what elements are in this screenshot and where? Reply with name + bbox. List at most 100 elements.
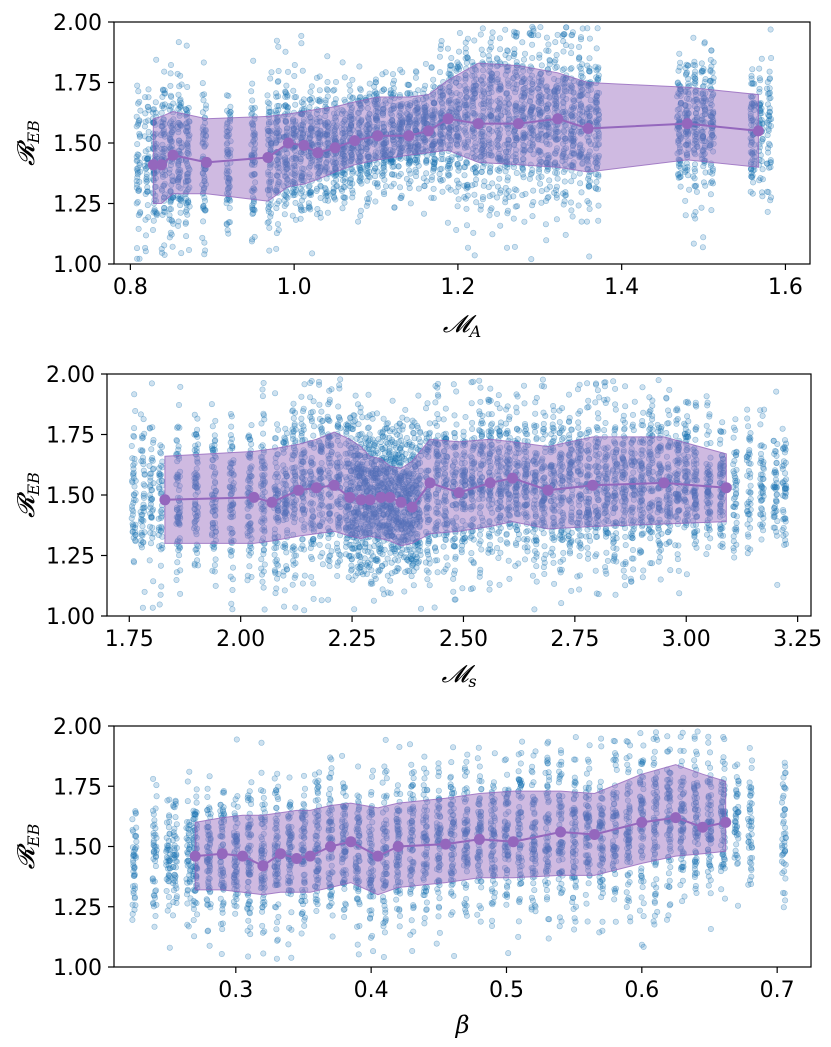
scatter-point — [292, 155, 299, 162]
scatter-point — [325, 125, 332, 132]
scatter-point — [341, 199, 348, 206]
scatter-point — [251, 171, 258, 178]
scatter-point — [134, 157, 141, 164]
scatter-point — [281, 603, 288, 610]
scatter-point — [251, 233, 258, 240]
scatter-point — [134, 171, 141, 178]
scatter-point — [301, 381, 308, 388]
scatter-point — [170, 220, 177, 227]
scatter-point — [140, 481, 147, 488]
scatter-point — [175, 167, 182, 174]
scatter-point — [568, 43, 575, 50]
scatter-point — [260, 568, 267, 575]
scatter-point — [477, 206, 484, 213]
scatter-point — [594, 25, 601, 32]
scatter-point — [300, 165, 307, 172]
scatter-point — [160, 173, 167, 180]
scatter-point — [249, 106, 256, 113]
scatter-point — [298, 207, 305, 214]
scatter-point — [347, 129, 354, 136]
y-tick-label: 1.75 — [53, 72, 102, 97]
scatter-point — [194, 557, 201, 564]
scatter-point — [438, 165, 445, 172]
scatter-point — [185, 133, 192, 140]
scatter-point — [166, 143, 173, 150]
scatter-point — [265, 136, 272, 143]
scatter-point — [355, 170, 362, 177]
scatter-point — [276, 133, 283, 140]
scatter-point — [405, 180, 412, 187]
scatter-point — [156, 478, 163, 485]
scatter-point — [248, 171, 255, 178]
scatter-point — [225, 92, 232, 99]
scatter-point — [292, 132, 299, 139]
scatter-point — [274, 221, 281, 228]
scatter-point — [766, 105, 773, 112]
scatter-point — [595, 64, 602, 71]
scatter-point — [299, 131, 306, 138]
scatter-point — [463, 159, 470, 166]
scatter-point — [141, 430, 148, 437]
scatter-point — [151, 208, 158, 215]
scatter-point — [322, 197, 329, 204]
scatter-point — [251, 104, 258, 111]
scatter-point — [185, 170, 192, 177]
scatter-point — [298, 126, 305, 133]
scatter-point — [284, 93, 291, 100]
scatter-point — [174, 177, 181, 184]
scatter-point — [284, 176, 291, 183]
scatter-point — [300, 101, 307, 108]
scatter-point — [298, 415, 305, 422]
scatter-point — [151, 177, 158, 184]
scatter-point — [148, 513, 155, 520]
scatter-point — [322, 132, 329, 139]
scatter-point — [159, 103, 166, 110]
scatter-point — [275, 159, 282, 166]
scatter-point — [538, 62, 545, 69]
scatter-point — [553, 192, 560, 199]
scatter-point — [183, 200, 190, 207]
scatter-point — [470, 229, 477, 236]
scatter-point — [330, 185, 337, 192]
scatter-point — [758, 55, 765, 62]
scatter-point — [186, 184, 193, 191]
scatter-point — [144, 177, 151, 184]
scatter-point — [162, 90, 169, 97]
scatter-point — [356, 153, 363, 160]
scatter-point — [168, 181, 175, 188]
scatter-point — [526, 175, 533, 182]
scatter-point — [292, 156, 299, 163]
scatter-point — [159, 149, 166, 156]
scatter-point — [158, 185, 165, 192]
scatter-point — [767, 159, 774, 166]
scatter-point — [316, 131, 323, 138]
scatter-point — [420, 210, 427, 217]
scatter-point — [332, 163, 339, 170]
scatter-point — [178, 123, 185, 130]
scatter-point — [175, 39, 182, 46]
scatter-point — [765, 149, 772, 156]
scatter-point — [168, 103, 175, 110]
scatter-point — [159, 141, 166, 148]
scatter-point — [170, 178, 177, 185]
scatter-point — [136, 178, 143, 185]
scatter-point — [298, 393, 305, 400]
scatter-point — [300, 177, 307, 184]
scatter-point — [201, 142, 208, 149]
scatter-point — [168, 197, 175, 204]
scatter-point — [131, 433, 138, 440]
scatter-point — [298, 32, 305, 39]
scatter-point — [275, 562, 282, 569]
scatter-point — [381, 86, 388, 93]
scatter-point — [142, 244, 149, 251]
scatter-point — [183, 201, 190, 208]
scatter-point — [134, 255, 141, 262]
mean-marker — [403, 130, 415, 142]
scatter-point — [316, 118, 323, 125]
scatter-point — [560, 38, 567, 45]
scatter-point — [347, 183, 354, 190]
scatter-point — [323, 152, 330, 159]
scatter-point — [135, 187, 142, 194]
scatter-point — [173, 569, 180, 576]
scatter-point — [330, 122, 337, 129]
